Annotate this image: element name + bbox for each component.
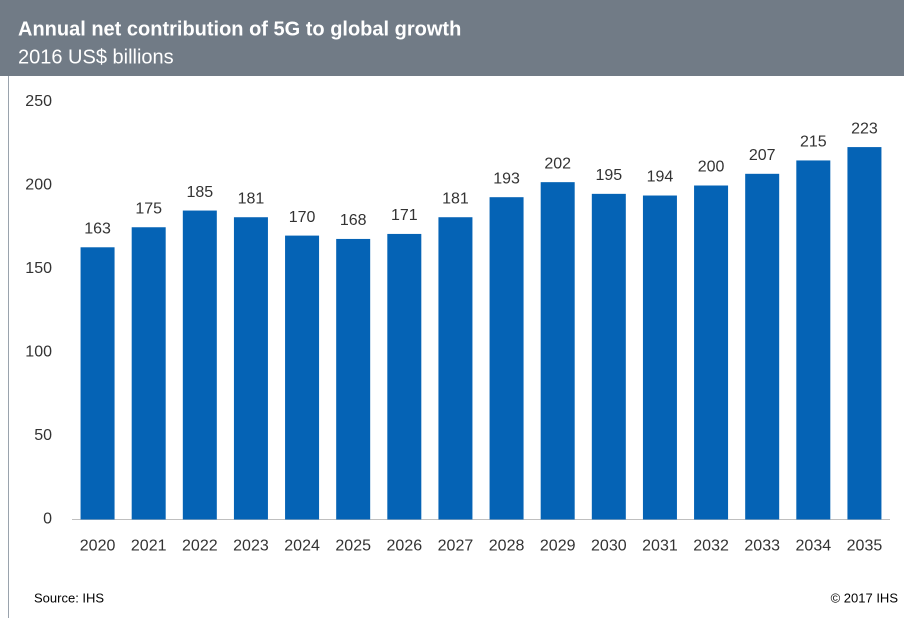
bar <box>591 193 626 520</box>
x-tick-label: 2024 <box>284 538 320 555</box>
bar <box>540 182 575 520</box>
bar <box>796 160 831 520</box>
bar <box>387 233 422 520</box>
x-tick-label: 2022 <box>182 538 218 555</box>
bar <box>80 247 115 520</box>
x-tick-label: 2028 <box>489 538 525 555</box>
x-tick-label: 2033 <box>744 538 780 555</box>
bar <box>131 227 166 520</box>
data-label: 194 <box>647 169 674 186</box>
bar <box>336 238 371 520</box>
data-label: 168 <box>340 212 367 229</box>
y-tick-label: 150 <box>25 260 52 277</box>
data-label: 175 <box>135 200 162 217</box>
x-tick-label: 2029 <box>540 538 576 555</box>
y-tick-label: 100 <box>25 344 52 361</box>
bar <box>745 173 780 520</box>
bar <box>847 147 882 520</box>
data-label: 195 <box>595 167 622 184</box>
data-label: 207 <box>749 147 776 164</box>
y-tick-label: 250 <box>25 93 52 110</box>
bar <box>438 217 473 520</box>
data-label: 223 <box>851 120 878 137</box>
bar <box>489 197 524 520</box>
data-label: 193 <box>493 170 520 187</box>
data-label: 163 <box>84 221 111 238</box>
y-tick-label: 50 <box>34 427 52 444</box>
data-label: 170 <box>289 209 316 226</box>
bar <box>642 195 677 520</box>
data-label: 181 <box>442 190 469 207</box>
x-tick-label: 2032 <box>693 538 729 555</box>
y-tick-label: 200 <box>25 177 52 194</box>
data-label: 181 <box>238 190 265 207</box>
data-label: 202 <box>544 155 571 172</box>
chart-title: Annual net contribution of 5G to global … <box>18 18 461 40</box>
x-tick-label: 2023 <box>233 538 269 555</box>
x-tick-label: 2035 <box>847 538 883 555</box>
x-tick-label: 2027 <box>438 538 474 555</box>
bar <box>285 235 320 520</box>
x-tick-label: 2020 <box>80 538 116 555</box>
data-label: 200 <box>698 159 725 176</box>
bar <box>233 217 268 520</box>
x-tick-label: 2031 <box>642 538 678 555</box>
x-tick-label: 2026 <box>387 538 423 555</box>
x-tick-label: 2025 <box>335 538 371 555</box>
x-tick-label: 2021 <box>131 538 167 555</box>
source-note: Source: IHS <box>34 590 104 605</box>
chart-subtitle: 2016 US$ billions <box>18 46 174 68</box>
copyright-note: © 2017 IHS <box>831 590 899 605</box>
header-band <box>0 0 904 76</box>
data-label: 215 <box>800 134 827 151</box>
x-tick-label: 2030 <box>591 538 627 555</box>
data-label: 185 <box>186 184 213 201</box>
bar <box>182 210 217 520</box>
data-label: 171 <box>391 207 418 224</box>
y-tick-label: 0 <box>43 511 52 528</box>
x-tick-label: 2034 <box>796 538 832 555</box>
bar <box>694 185 729 520</box>
